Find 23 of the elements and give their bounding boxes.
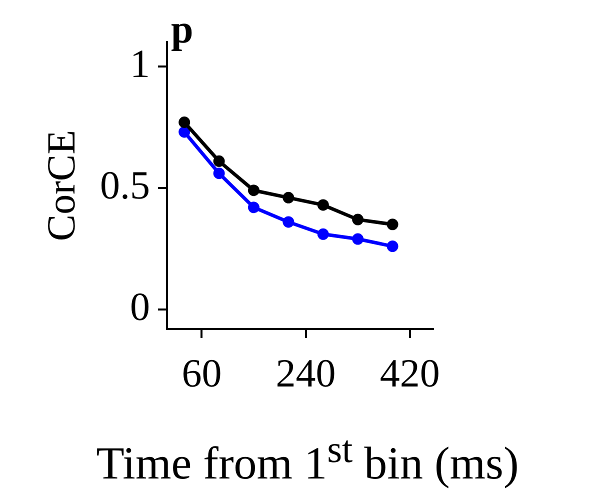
point — [317, 228, 329, 240]
y-axis-title: CorCE — [38, 130, 84, 242]
point — [386, 218, 398, 230]
point — [213, 168, 225, 180]
point — [248, 202, 260, 214]
x-tick-label: 60 — [182, 350, 222, 396]
point — [282, 216, 294, 228]
chart-title: p — [171, 6, 194, 52]
y-tick-label: 0 — [130, 284, 150, 330]
point — [178, 116, 190, 128]
point — [213, 155, 225, 167]
point — [282, 192, 294, 204]
point — [248, 184, 260, 196]
point — [178, 126, 190, 138]
y-tick-label: 0.5 — [100, 162, 150, 208]
y-tick-label: 1 — [130, 40, 150, 86]
point — [386, 240, 398, 252]
point — [352, 233, 364, 245]
point — [352, 214, 364, 226]
point — [317, 199, 329, 211]
x-axis-title: Time from 1$^{st}$ bin (ms) — [95, 428, 520, 490]
x-tick-label: 420 — [380, 350, 440, 396]
x-tick-label: 240 — [276, 350, 336, 396]
